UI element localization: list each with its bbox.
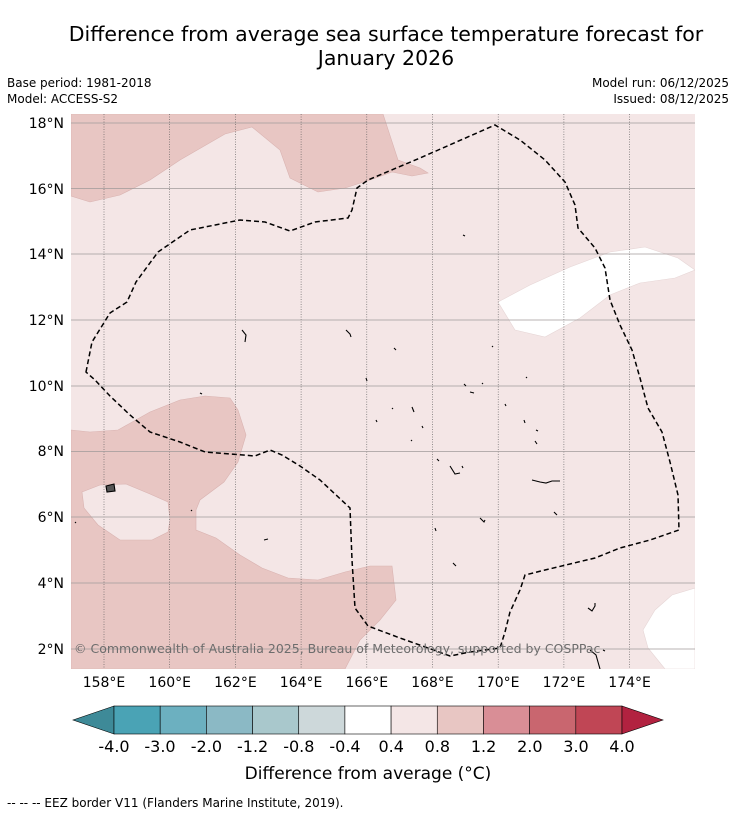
- islands: [74, 234, 606, 669]
- lon-label: 160°E: [148, 675, 191, 691]
- anomaly-region-east-neutral: [497, 246, 695, 338]
- island-1: [105, 483, 116, 493]
- island-16: [452, 562, 457, 567]
- model-name: Model: ACCESS-S2: [7, 92, 119, 106]
- anomaly-region-north-warm: [71, 114, 429, 203]
- base-period: Base period: 1981-2018: [7, 76, 152, 90]
- colorbar-tick-label: -2.0: [190, 737, 222, 756]
- colorbar-bins: [113, 705, 623, 735]
- colorbar-bin: [483, 705, 530, 735]
- colorbar-tick-label: -4.0: [98, 737, 130, 756]
- island-5: [462, 234, 466, 237]
- eez-footnote: -- -- -- EEZ border V11 (Flanders Marine…: [7, 796, 344, 810]
- island-15: [434, 527, 437, 532]
- island-group-20: [589, 649, 606, 669]
- lat-label: 12°N: [29, 313, 64, 329]
- eez-border: [85, 124, 680, 657]
- metadata-right: Model run: 06/12/2025 Issued: 08/12/2025: [592, 75, 729, 107]
- island-group-18: [74, 509, 193, 524]
- island-group-10: [436, 458, 464, 475]
- lat-gridlines: [71, 122, 695, 650]
- lat-label: 2°N: [38, 642, 64, 658]
- colorbar-bin: [575, 705, 623, 735]
- lon-label: 166°E: [346, 675, 389, 691]
- anomaly-pocket-west: [81, 483, 171, 541]
- colorbar-tick-label: 0.8: [424, 737, 451, 756]
- lon-label: 162°E: [214, 675, 257, 691]
- colorbar-tick-label: 3.0: [563, 737, 589, 756]
- island-17: [263, 538, 269, 541]
- lat-label: 10°N: [29, 379, 64, 395]
- lon-label: 170°E: [477, 675, 520, 691]
- island-group-8: [491, 345, 528, 407]
- issued-date: Issued: 08/12/2025: [613, 92, 729, 106]
- colorbar-tick-label: 1.2: [470, 737, 497, 756]
- lon-label: 164°E: [280, 675, 323, 691]
- lon-label: 174°E: [608, 675, 651, 691]
- colorbar-tick-label: -0.8: [283, 737, 315, 756]
- copyright-notice: © Commonwealth of Australia 2025, Bureau…: [74, 641, 600, 656]
- gridlines: [103, 114, 630, 669]
- chart-title: Difference from average sea surface temp…: [40, 22, 732, 70]
- colorbar-tick-label: -3.0: [144, 737, 176, 756]
- colorbar-tick-label: 4.0: [609, 737, 635, 756]
- title-line-1: Difference from average sea surface temp…: [68, 22, 704, 46]
- island-19: [587, 603, 596, 612]
- colorbar: [72, 705, 664, 735]
- metadata-left: Base period: 1981-2018 Model: ACCESS-S2: [7, 75, 152, 107]
- lat-labels: 18°N 16°N 14°N 12°N 10°N 8°N 6°N 4°N 2°N: [29, 116, 64, 658]
- island-13: [553, 511, 558, 516]
- anomaly-region-southwest-warm: [71, 395, 397, 669]
- colorbar-bin: [159, 705, 207, 735]
- colorbar-tick-label: -0.4: [329, 737, 361, 756]
- colorbar-over-arrow: [621, 705, 664, 735]
- lat-label: 16°N: [29, 182, 64, 198]
- island-group-7: [463, 382, 484, 394]
- colorbar-bin: [436, 705, 484, 735]
- colorbar-bin: [113, 705, 161, 735]
- colorbar-title: Difference from average (°C): [244, 764, 492, 784]
- lat-label: 6°N: [38, 510, 64, 526]
- island-group-9: [375, 406, 424, 442]
- island-group-11: [523, 419, 539, 445]
- island-21: [365, 377, 368, 382]
- lon-labels: 158°E 160°E 162°E 164°E 166°E 168°E 170°…: [83, 675, 651, 691]
- colorbar-tick-label: 2.0: [517, 737, 543, 756]
- island-2: [241, 329, 247, 343]
- island-6: [199, 392, 203, 395]
- lon-label: 168°E: [411, 675, 454, 691]
- colorbar-tick-label: 0.4: [378, 737, 404, 756]
- lat-label: 18°N: [29, 116, 64, 132]
- colorbar-tick-label: -1.2: [236, 737, 269, 756]
- island-14: [479, 517, 486, 523]
- colorbar-bin: [298, 705, 346, 735]
- model-run: Model run: 06/12/2025: [591, 76, 729, 90]
- colorbar-bin: [206, 705, 253, 735]
- lat-label: 4°N: [38, 576, 64, 592]
- lat-label: 14°N: [29, 247, 64, 263]
- colorbar-under-arrow: [72, 705, 115, 735]
- colorbar-bin: [390, 705, 438, 735]
- lat-label: 8°N: [38, 444, 64, 460]
- colorbar-bin: [344, 705, 392, 735]
- colorbar-bin: [252, 705, 300, 735]
- map-panel: © Commonwealth of Australia 2025, Bureau…: [71, 114, 695, 669]
- title-line-2: January 2026: [317, 46, 455, 70]
- island-3: [345, 329, 352, 338]
- lon-label: 158°E: [83, 675, 126, 691]
- island-4: [393, 347, 397, 351]
- colorbar-bin: [529, 705, 577, 735]
- lon-label: 172°E: [543, 675, 586, 691]
- island-chain-12: [531, 479, 560, 484]
